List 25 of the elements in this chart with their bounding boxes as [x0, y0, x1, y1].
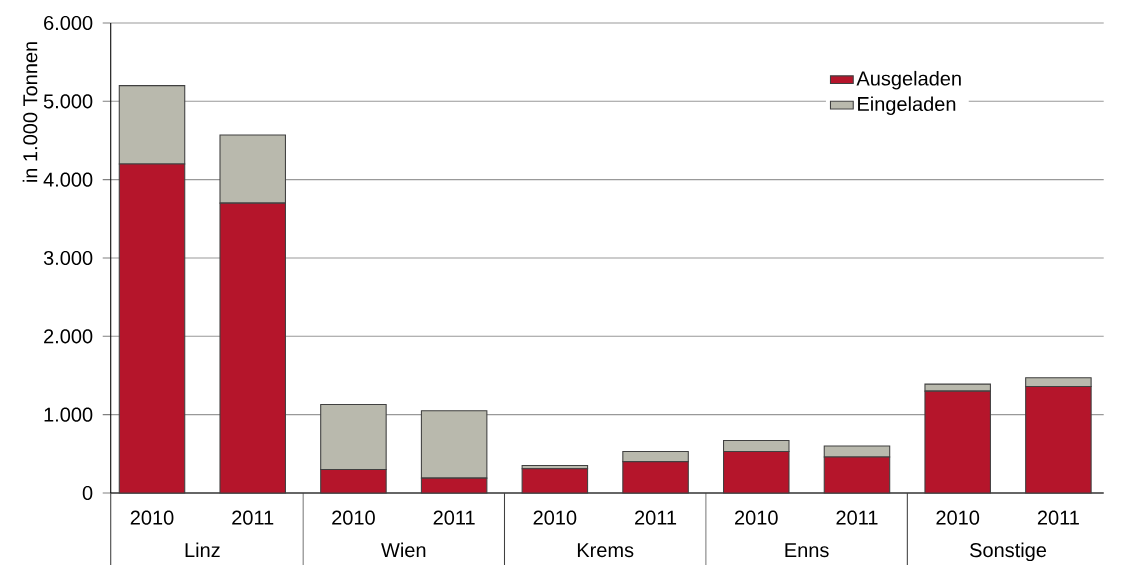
text: Krems: [577, 543, 634, 558]
text: Wien: [381, 542, 426, 558]
x-tick-label: 2011: [1037, 510, 1079, 525]
text: Enns: [785, 543, 829, 558]
x-tick-label: 2011: [232, 510, 274, 525]
legend-label: Ausgeladen: [856, 70, 961, 90]
x-tick-label: 2010: [735, 510, 778, 525]
x-tick-label: 2011: [433, 510, 475, 525]
x-tick-label: 2010: [936, 510, 980, 525]
y-tick-label: 0: [82, 485, 93, 501]
y-tick-label: 1.000: [44, 407, 93, 422]
y-tick-label: 2.000: [44, 329, 93, 344]
y-tick-label: 6.000: [44, 15, 93, 31]
x-tick-label: 2010: [130, 510, 174, 525]
y-axis-title: in 1.000 Tonnen: [22, 42, 38, 182]
y-tick-label: 3.000: [43, 250, 93, 266]
text: Linz: [185, 542, 220, 557]
x-tick-label: 2011: [635, 510, 677, 525]
x-tick-label: 2011: [836, 510, 878, 525]
y-tick-label: 4.000: [43, 172, 93, 187]
y-tick-label: 5.000: [43, 94, 93, 109]
legend-label: Eingeladen: [858, 96, 956, 116]
x-tick-label: 2010: [533, 510, 577, 525]
text: Sonstige: [970, 542, 1047, 562]
x-tick-label: 2010: [332, 510, 375, 525]
